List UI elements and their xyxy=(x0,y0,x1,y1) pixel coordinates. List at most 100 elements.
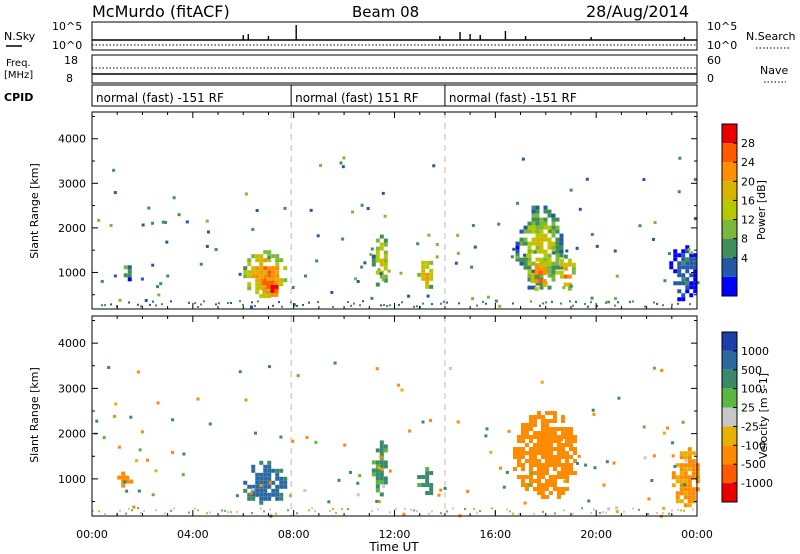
scatter-cell xyxy=(523,265,528,270)
scatter-cell xyxy=(555,249,560,254)
scatter-cell xyxy=(675,495,680,500)
scatter-cell xyxy=(279,258,284,263)
speckle-cell xyxy=(102,436,106,440)
scatter-cell xyxy=(531,217,536,222)
speckle-cell xyxy=(684,459,688,463)
scatter-cell xyxy=(679,499,684,504)
scatter-cell xyxy=(687,451,692,456)
near-range-cell xyxy=(236,510,238,513)
scatter-cell xyxy=(379,234,384,239)
scatter-cell xyxy=(375,476,380,481)
scatter-cell xyxy=(267,464,272,469)
scatter-cell xyxy=(556,459,561,464)
scatter-cell xyxy=(375,282,380,287)
scatter-cell xyxy=(556,475,561,480)
near-range-cell xyxy=(476,304,478,307)
scatter-cell xyxy=(275,484,280,489)
scatter-cell xyxy=(556,427,561,432)
scatter-cell xyxy=(572,471,577,476)
scatter-cell xyxy=(548,447,553,452)
speckle-cell xyxy=(156,401,160,405)
near-range-cell xyxy=(278,301,280,304)
near-range-cell xyxy=(662,512,664,515)
scatter-cell xyxy=(687,479,692,484)
scatter-cell xyxy=(520,483,525,488)
scatter-cell xyxy=(267,492,272,497)
speckle-cell xyxy=(578,207,582,211)
scatter-cell xyxy=(425,276,430,281)
scatter-cell xyxy=(421,272,426,277)
speckle-cell xyxy=(123,480,127,484)
scatter-cell xyxy=(683,467,688,472)
speckle-cell xyxy=(118,298,122,302)
scatter-cell xyxy=(520,427,525,432)
near-range-cell xyxy=(617,301,619,304)
scatter-cell xyxy=(263,286,268,291)
y-tick-label: 4000 xyxy=(58,337,86,350)
scatter-cell xyxy=(524,459,529,464)
scatter-cell xyxy=(675,463,680,468)
scatter-cell xyxy=(271,488,276,493)
speckle-cell xyxy=(485,427,489,431)
speckle-cell xyxy=(667,252,671,256)
scatter-cell xyxy=(255,282,260,287)
near-range-cell xyxy=(173,507,175,510)
scatter-cell xyxy=(568,431,573,436)
speckle-cell xyxy=(533,250,537,254)
scatter-cell xyxy=(532,435,537,440)
speckle-cell xyxy=(607,507,611,511)
scatter-cell xyxy=(379,452,384,457)
scatter-cell xyxy=(673,281,678,286)
power-cbar-swatch xyxy=(722,143,737,163)
speckle-cell xyxy=(387,269,391,273)
scatter-cell xyxy=(548,451,553,456)
near-range-cell xyxy=(128,301,130,304)
scatter-cell xyxy=(685,257,690,262)
near-range-cell xyxy=(572,304,574,307)
scatter-cell xyxy=(520,431,525,436)
near-range-cell xyxy=(125,512,127,515)
scatter-cell xyxy=(552,435,557,440)
scatter-cell xyxy=(379,440,384,445)
scatter-cell xyxy=(544,479,549,484)
scatter-cell xyxy=(560,419,565,424)
near-range-cell xyxy=(209,511,211,514)
velocity-cbar-swatch xyxy=(722,426,737,446)
scatter-cell xyxy=(425,280,430,285)
scatter-cell xyxy=(243,274,248,279)
scatter-cell xyxy=(259,282,264,287)
scatter-cell xyxy=(263,496,268,501)
speckle-cell xyxy=(140,430,144,434)
scatter-cell xyxy=(275,258,280,263)
speckle-cell xyxy=(617,396,621,400)
scatter-cell xyxy=(539,221,544,226)
scatter-cell xyxy=(695,479,700,484)
speckle-cell xyxy=(348,470,352,474)
cpid-label: CPID xyxy=(4,91,33,104)
scatter-cell xyxy=(693,265,698,270)
scatter-cell xyxy=(275,278,280,283)
near-range-cell xyxy=(614,304,616,307)
power-cbar-swatch xyxy=(722,181,737,201)
x-axis-label: Time UT xyxy=(368,540,419,554)
scatter-cell xyxy=(531,205,536,210)
speckle-cell xyxy=(138,448,142,452)
near-range-cell xyxy=(215,303,217,306)
scatter-cell xyxy=(270,280,275,285)
scatter-cell xyxy=(121,471,126,476)
scatter-cell xyxy=(528,479,533,484)
speckle-cell xyxy=(454,261,458,265)
near-range-cell xyxy=(506,508,508,511)
scatter-cell xyxy=(689,281,694,286)
scatter-cell xyxy=(527,265,532,270)
speckle-cell xyxy=(435,243,439,247)
scatter-cell xyxy=(535,257,540,262)
near-range-cell xyxy=(395,507,397,510)
speckle-cell xyxy=(251,488,255,492)
speckle-cell xyxy=(456,251,460,255)
scatter-cell xyxy=(552,459,557,464)
scatter-cell xyxy=(259,294,264,299)
speckle-cell xyxy=(370,296,374,300)
scatter-cell xyxy=(421,264,426,269)
speckle-cell xyxy=(400,388,404,392)
